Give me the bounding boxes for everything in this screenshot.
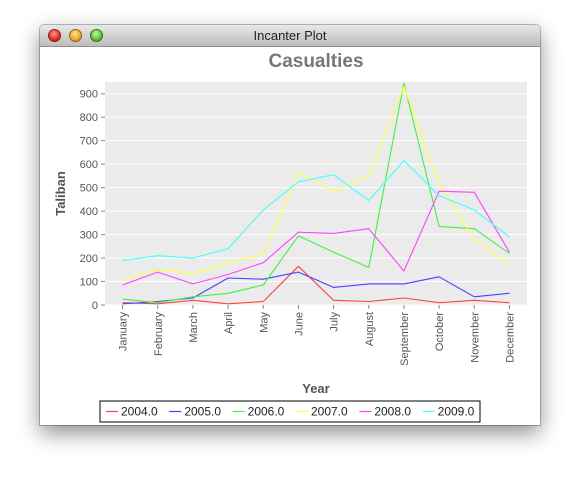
series-line-2005-0 xyxy=(122,271,510,305)
y-tick-label: 500 xyxy=(80,183,98,195)
legend xyxy=(99,400,481,423)
minimize-window-button[interactable] xyxy=(69,29,82,42)
y-tick-label: 900 xyxy=(80,89,98,101)
y-tick-label: 600 xyxy=(80,159,98,171)
y-tick-label: 100 xyxy=(80,277,98,289)
legend-entry-label: 2007.0 xyxy=(311,405,348,419)
series-line-2004-0 xyxy=(122,265,510,305)
plot-window: Incanter Plot 0 100 200 300 400 500 600 700 800 9… xyxy=(40,25,540,425)
x-tick-label: January xyxy=(118,312,130,352)
x-tick-label: December xyxy=(504,312,516,363)
zoom-window-button[interactable] xyxy=(90,29,103,42)
x-tick-label: October xyxy=(434,312,446,351)
legend-entry-label: 2004.0 xyxy=(121,405,158,419)
x-tick-label: November xyxy=(469,312,481,363)
series-line-2006-0 xyxy=(122,82,510,304)
x-tick-label: March xyxy=(188,312,200,343)
x-tick-label: February xyxy=(153,312,165,357)
y-tick-label: 700 xyxy=(80,136,98,148)
series-line-2009-0 xyxy=(122,160,510,261)
y-tick-label: 300 xyxy=(80,230,98,242)
x-axis-label: Year xyxy=(302,381,329,396)
legend-entry-label: 2009.0 xyxy=(438,405,475,419)
series-line-2007-0 xyxy=(122,86,510,280)
x-tick-label: June xyxy=(293,312,305,336)
window-title: Incanter Plot xyxy=(253,28,327,43)
legend-entry-label: 2006.0 xyxy=(248,405,285,419)
chart-title: Casualties xyxy=(268,51,363,72)
x-tick-label: May xyxy=(258,312,270,333)
line-chart: 0 100 200 300 400 500 600 700 800 900 January Febru… xyxy=(53,51,527,423)
legend-entry-label: 2005.0 xyxy=(184,405,221,419)
x-tick-label: September xyxy=(399,312,411,366)
plot-area xyxy=(105,82,527,305)
y-tick-label: 800 xyxy=(80,112,98,124)
y-axis-label: Taliban xyxy=(53,171,68,216)
x-tick-label: July xyxy=(329,312,341,332)
title-bar: Incanter Plot xyxy=(40,25,540,47)
y-tick-label: 0 xyxy=(92,300,98,312)
y-tick-label: 200 xyxy=(80,253,98,265)
x-tick-label: August xyxy=(364,312,376,346)
legend-entry-label: 2008.0 xyxy=(374,405,411,419)
x-tick-label: April xyxy=(223,312,235,334)
y-tick-label: 400 xyxy=(80,206,98,218)
series-line-2008-0 xyxy=(122,190,510,286)
close-window-button[interactable] xyxy=(48,29,61,42)
